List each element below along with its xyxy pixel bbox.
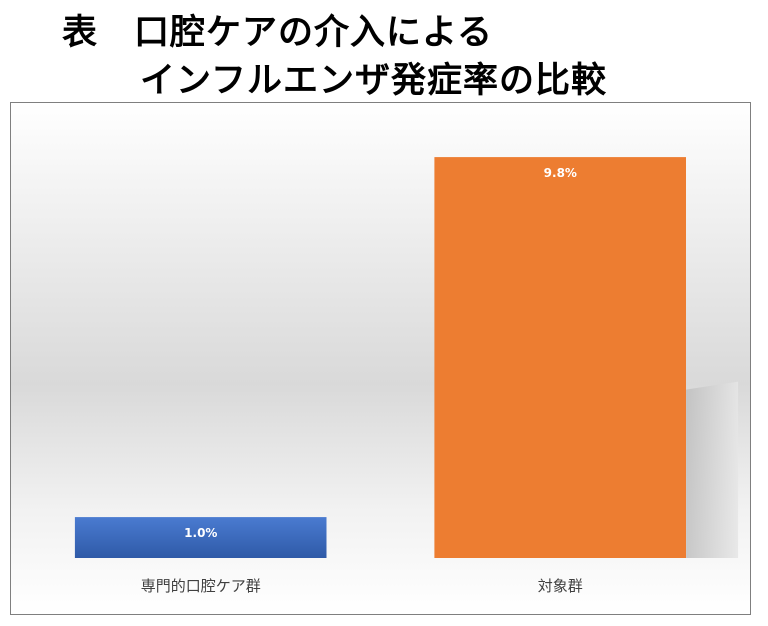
data-label: 9.8% <box>544 166 577 180</box>
chart-area: 1.0% 専門的口腔ケア群 9.8% 対象群 <box>10 102 751 615</box>
bar-shadow <box>686 381 739 558</box>
labels-layer: 1.0% 専門的口腔ケア群 9.8% 対象群 <box>141 166 583 595</box>
bar-control-group <box>434 157 686 558</box>
chart-title: 表 口腔ケアの介入による インフルエンザ発症率の比較 <box>0 0 768 101</box>
bar-chart: 1.0% 専門的口腔ケア群 9.8% 対象群 <box>11 103 750 614</box>
category-tick-label: 専門的口腔ケア群 <box>141 577 261 595</box>
category-tick-label: 対象群 <box>538 577 583 595</box>
data-label: 1.0% <box>184 526 217 540</box>
bars-layer <box>74 157 739 558</box>
chart-title-line-2: インフルエンザ発症率の比較 <box>140 61 607 101</box>
bar-oral-care-group <box>74 517 327 558</box>
chart-title-line-1: 表 口腔ケアの介入による <box>62 13 493 53</box>
